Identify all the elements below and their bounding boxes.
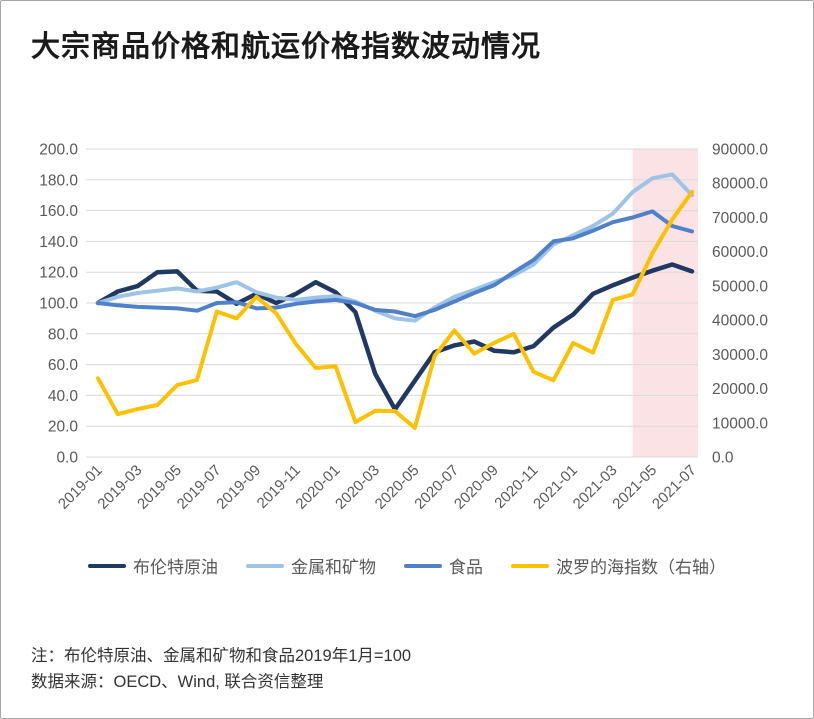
left-axis-tick-label: 200.0	[39, 142, 78, 159]
right-axis-tick-label: 70000.0	[712, 210, 768, 227]
legend-label-baltic-index: 波罗的海指数（右轴）	[556, 558, 726, 577]
x-axis-tick-label: 2019-09	[213, 462, 264, 513]
right-axis-labels: 0.0 10000.0 20000.0 30000.0 40000.0 50000.0 60…	[712, 142, 768, 467]
chart-legend: 布伦特原油 金属和矿物 食品 波罗的海指数（右轴）	[1, 553, 813, 578]
series-line-food	[96, 209, 694, 319]
left-axis-tick-label: 80.0	[48, 326, 79, 343]
legend-marker-metals-minerals	[246, 563, 284, 568]
left-axis-tick-label: 120.0	[39, 265, 78, 282]
right-axis-tick-label: 20000.0	[712, 381, 768, 398]
right-axis-tick-label: 40000.0	[712, 313, 768, 330]
left-axis-tick-label: 60.0	[48, 357, 79, 374]
legend-item-brent: 布伦特原油	[88, 553, 218, 578]
right-axis-tick-label: 90000.0	[712, 142, 768, 159]
x-axis-labels: 2019-012019-032019-052019-072019-092019-…	[55, 462, 700, 513]
note-data-source: 数据来源：OECD、Wind, 联合资信整理	[31, 673, 324, 691]
left-axis-tick-label: 140.0	[39, 234, 78, 251]
left-axis-tick-label: 100.0	[39, 296, 78, 313]
left-axis-labels: 0.0 20.0 40.0 60.0 80.0 100.0 120.0 140.0 160.0 1…	[39, 142, 78, 467]
gridlines	[86, 148, 698, 458]
legend-label-metals-minerals: 金属和矿物	[291, 558, 376, 577]
left-axis-tick-label: 40.0	[48, 388, 79, 405]
right-axis-tick-label: 0.0	[712, 450, 734, 467]
legend-label-food: 食品	[449, 558, 483, 577]
x-axis-tick-label: 2021-07	[649, 462, 700, 513]
chart-title: 大宗商品价格和航运价格指数波动情况	[31, 31, 542, 63]
x-axis-tick-label: 2020-09	[451, 462, 502, 513]
series-line-metals-minerals	[96, 172, 694, 323]
right-axis-tick-label: 80000.0	[712, 176, 768, 193]
note-index-base: 注：布伦特原油、金属和矿物和食品2019年1月=100	[31, 647, 412, 665]
legend-marker-food	[404, 563, 442, 568]
legend-label-brent: 布伦特原油	[133, 558, 218, 577]
series-line-brent	[95, 262, 695, 412]
legend-item-food: 食品	[404, 553, 483, 578]
right-axis-tick-label: 30000.0	[712, 347, 768, 364]
legend-marker-brent	[88, 563, 126, 568]
series-lines	[95, 172, 695, 430]
chart-notes: 注：布伦特原油、金属和矿物和食品2019年1月=100 数据来源：OECD、Wi…	[31, 643, 783, 695]
right-axis-tick-label: 50000.0	[712, 278, 768, 295]
left-axis-tick-label: 0.0	[56, 450, 78, 467]
left-axis-tick-label: 180.0	[39, 172, 78, 189]
legend-item-baltic-index: 波罗的海指数（右轴）	[511, 553, 726, 578]
legend-marker-baltic-index	[511, 563, 549, 568]
left-axis-tick-label: 20.0	[48, 419, 79, 436]
right-axis-tick-label: 60000.0	[712, 244, 768, 261]
series-line-baltic-index	[96, 189, 694, 430]
right-axis-tick-label: 10000.0	[712, 415, 768, 432]
left-axis-tick-label: 160.0	[39, 203, 78, 220]
legend-item-metals-minerals: 金属和矿物	[246, 553, 376, 578]
